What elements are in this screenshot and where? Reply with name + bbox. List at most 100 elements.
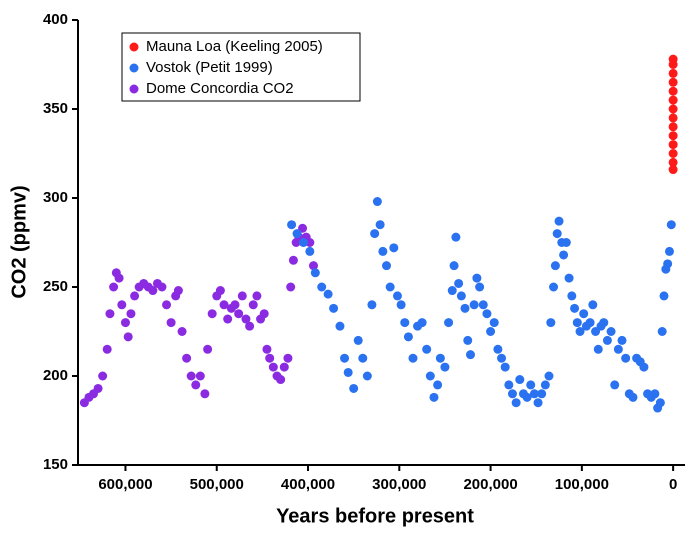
point	[358, 353, 368, 363]
point	[486, 327, 496, 336]
point	[335, 321, 345, 331]
point	[126, 309, 136, 319]
point	[353, 335, 363, 345]
point	[575, 327, 585, 336]
y-axis-title: CO2 (ppmv)	[8, 185, 30, 298]
point	[463, 335, 473, 345]
point	[248, 300, 258, 310]
point	[305, 246, 315, 256]
point	[515, 375, 525, 385]
point	[362, 371, 372, 381]
point	[449, 261, 459, 271]
point	[668, 140, 678, 150]
point	[349, 383, 359, 393]
point	[482, 309, 492, 319]
point	[628, 392, 638, 402]
point	[668, 122, 678, 132]
point	[537, 389, 547, 399]
x-tick-label: 300,000	[372, 476, 426, 493]
point	[317, 282, 327, 292]
point	[668, 113, 678, 123]
point	[230, 300, 240, 310]
point	[215, 286, 225, 296]
legend-box	[121, 32, 361, 102]
point	[435, 353, 445, 363]
point	[372, 197, 382, 207]
point	[552, 229, 562, 239]
point	[403, 332, 413, 342]
point	[375, 220, 385, 230]
point	[200, 389, 210, 399]
point	[655, 398, 665, 408]
point	[109, 282, 119, 292]
point	[162, 300, 172, 310]
point	[469, 300, 479, 310]
point	[663, 259, 673, 269]
y-tick-label: 150	[43, 456, 68, 473]
point	[666, 220, 676, 230]
point	[554, 216, 564, 226]
point	[417, 318, 427, 328]
point	[621, 353, 631, 363]
legend-label: Mauna Loa (Keeling 2005)	[146, 38, 323, 55]
point	[650, 389, 660, 399]
point	[400, 318, 410, 328]
point	[546, 318, 556, 328]
point	[489, 318, 499, 328]
point	[157, 282, 167, 292]
point	[602, 335, 612, 345]
point	[288, 255, 298, 265]
x-tick-label: 100,000	[555, 476, 609, 493]
point	[657, 327, 667, 336]
y-tick-label: 400	[43, 11, 68, 28]
point	[429, 392, 439, 402]
point	[588, 300, 598, 310]
point	[93, 383, 103, 393]
point	[526, 380, 536, 390]
point	[245, 321, 255, 331]
point	[533, 398, 543, 408]
point	[460, 303, 470, 313]
point	[382, 261, 392, 271]
point	[497, 353, 507, 363]
point	[120, 318, 130, 328]
point	[195, 371, 205, 381]
point	[440, 362, 450, 372]
point	[668, 86, 678, 96]
point	[389, 243, 399, 253]
point	[105, 309, 115, 319]
point	[451, 232, 461, 242]
point	[454, 278, 464, 288]
legend-label: Vostok (Petit 1999)	[146, 59, 273, 76]
point	[606, 327, 616, 336]
point	[392, 291, 402, 301]
point	[567, 291, 577, 301]
point	[572, 318, 582, 328]
point	[265, 353, 275, 363]
point	[544, 371, 554, 381]
point	[305, 238, 315, 247]
point	[478, 300, 488, 310]
point	[219, 300, 229, 310]
point	[378, 246, 388, 256]
point	[123, 332, 133, 342]
legend-label: Dome Concordia CO2	[146, 80, 294, 97]
x-tick-label: 400,000	[281, 476, 335, 493]
point	[422, 344, 432, 354]
point	[507, 389, 517, 399]
point	[500, 362, 510, 372]
x-tick-label: 0	[669, 476, 677, 493]
x-tick-label: 200,000	[463, 476, 517, 493]
point	[668, 77, 678, 87]
point	[286, 282, 296, 292]
point	[511, 398, 521, 408]
point	[504, 380, 514, 390]
point	[203, 344, 213, 354]
legend-marker	[129, 63, 139, 73]
legend-marker	[129, 84, 139, 94]
point	[559, 250, 569, 260]
point	[664, 246, 674, 256]
point	[540, 380, 550, 390]
point	[472, 273, 482, 283]
point	[475, 282, 485, 292]
